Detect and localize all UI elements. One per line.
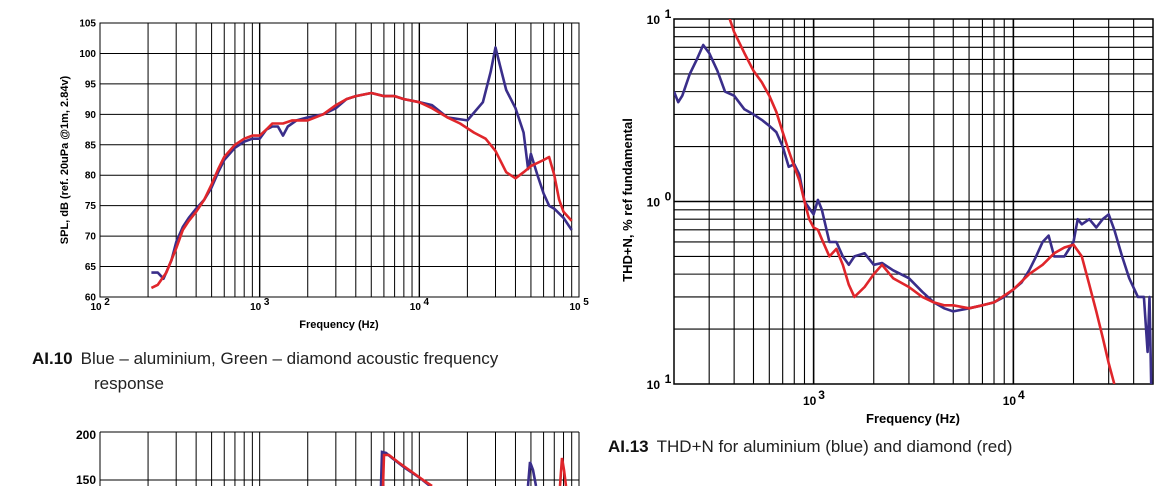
spl-x-tick-exp-4: 4 — [424, 297, 430, 308]
thd-y-tick-labels: 10 1 10 0 10 1 — [647, 7, 672, 392]
spl-y-tick-70: 70 — [85, 232, 97, 243]
thd-x-tick-labels: 10 3 10 4 — [803, 388, 1025, 408]
lower-chart-grid — [99, 431, 580, 486]
spl-y-axis-label: SPL, dB (ref. 20uPa @1m, 2.84v) — [59, 75, 71, 244]
spl-y-tick-90: 90 — [85, 110, 97, 121]
caption-text-ai10-line2: response — [94, 374, 164, 393]
thd-x-tick-1e3: 10 — [803, 394, 817, 408]
thd-y-tick-1: 10 — [647, 196, 661, 210]
caption-label-ai13: AI.13 — [608, 437, 649, 456]
spl-series-line-red — [150, 91, 573, 290]
thd-chart: 10 110 010 1 10 3 10 4 Frequency (Hz) THD+N, %… — [620, 7, 1154, 426]
spl-grid — [100, 23, 579, 297]
spl-y-tick-80: 80 — [85, 171, 97, 182]
spl-x-tick-exp-3: 3 — [264, 297, 270, 308]
caption-text-ai10-line1: Blue – aluminium, Green – diamond acoust… — [80, 349, 499, 368]
thd-series-line-red — [728, 19, 1116, 384]
thd-y-tick-0: 10 — [647, 13, 661, 27]
spl-y-tick-65: 65 — [85, 262, 97, 273]
lower-series-fragment-red — [381, 453, 433, 486]
spl-series-line-blue — [151, 46, 573, 280]
thd-x-tick-exp-3: 3 — [818, 388, 825, 402]
spl-y-tick-100: 100 — [79, 49, 96, 60]
thd-x-tick-1e4: 10 — [1003, 394, 1017, 408]
thd-x-tick-exp-4: 4 — [1018, 388, 1025, 402]
thd-x-axis-label: Frequency (Hz) — [866, 411, 960, 426]
thd-y-axis-label: THD+N, % ref fundamental — [620, 118, 635, 282]
thd-y-tick-exp-0: 1 — [665, 7, 672, 21]
spl-x-tick-1e4: 10 — [410, 302, 422, 313]
spl-y-tick-105: 105 — [79, 19, 96, 30]
thd-grid — [674, 19, 1153, 384]
thd-series-group — [674, 19, 1153, 384]
figure-caption-ai10: AI.10 Blue – aluminium, Green – diamond a… — [32, 346, 592, 396]
lower-series-fragment-red — [558, 457, 568, 486]
figure-caption-ai13: AI.13 THD+N for aluminium (blue) and diam… — [608, 434, 1168, 459]
thd-series-line-blue — [674, 43, 1153, 384]
caption-text-ai13: THD+N for aluminium (blue) and diamond (… — [656, 437, 1013, 456]
spl-y-tick-60: 60 — [85, 293, 97, 304]
spl-y-tick-75: 75 — [85, 201, 97, 212]
spl-x-tick-1e2: 10 — [90, 302, 102, 313]
lower-series-fragment-blue — [526, 461, 538, 486]
lower-y-tick-200: 200 — [76, 428, 96, 442]
spl-plot-frame — [99, 22, 580, 298]
lower-chart-partial: 200 150 — [76, 428, 580, 486]
thd-y-tick-exp-1: 0 — [665, 190, 672, 204]
spl-series-group — [150, 46, 573, 290]
spl-x-tick-1e3: 10 — [250, 302, 262, 313]
spl-x-axis-label: Frequency (Hz) — [299, 319, 379, 331]
spl-y-tick-labels: 60 65 70 75 80 85 90 95 100 105 — [79, 19, 96, 304]
caption-label-ai10: AI.10 — [32, 349, 73, 368]
spl-x-tick-exp-2: 2 — [104, 297, 110, 308]
spl-y-tick-95: 95 — [85, 79, 97, 90]
spl-x-tick-1e5: 10 — [569, 302, 581, 313]
lower-y-tick-150: 150 — [76, 473, 96, 486]
spl-x-tick-exp-5: 5 — [583, 297, 589, 308]
thd-plot-frame — [673, 18, 1154, 385]
spl-x-tick-labels: 10 2 10 3 10 4 10 5 — [90, 297, 589, 313]
thd-y-tick-exp-2: 1 — [665, 372, 672, 386]
thd-y-tick-2: 10 — [647, 378, 661, 392]
spl-y-tick-85: 85 — [85, 140, 97, 151]
